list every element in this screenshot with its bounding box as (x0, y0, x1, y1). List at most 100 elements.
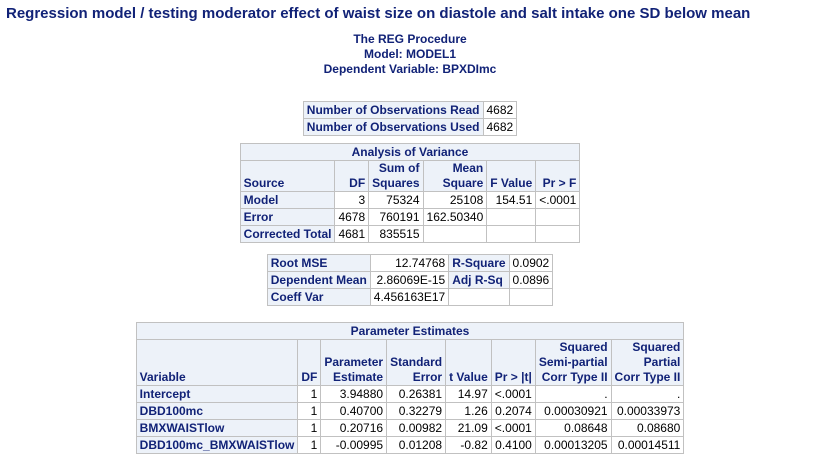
cell: 154.51 (486, 191, 537, 209)
fit-label: Coeff Var (266, 288, 371, 306)
cell (486, 225, 537, 243)
table-row: Model 3 75324 25108 154.51 <.0001 (239, 191, 581, 209)
cell (422, 225, 488, 243)
obs-read-value: 4682 (482, 101, 518, 119)
cell: 1.26 (445, 402, 492, 420)
cell: 0.00014511 (610, 436, 685, 454)
anova-table: Analysis of Variance Source DF Sum of Squ… (239, 143, 581, 243)
cell: 0.00030921 (534, 402, 612, 420)
col-standard-error: Standard Error (386, 339, 447, 386)
cell: 0.40700 (320, 402, 388, 420)
cell: 14.97 (445, 385, 492, 403)
header-line: Partial (643, 355, 681, 369)
cell: 21.09 (445, 419, 492, 437)
header-line: Squared (632, 340, 681, 354)
cell: <.0001 (490, 385, 536, 403)
cell: 0.00982 (386, 419, 447, 437)
row-label: Model (239, 191, 336, 209)
params-caption: Parameter Estimates (135, 322, 685, 340)
col-t-value: t Value (445, 339, 492, 386)
cell: 4681 (334, 225, 370, 243)
cell: 0.00033973 (610, 402, 685, 420)
table-caption-row: Analysis of Variance (239, 143, 581, 161)
cell: <.0001 (535, 191, 581, 209)
cell: 835515 (368, 225, 424, 243)
col-squared-partial: Squared Partial Corr Type II (610, 339, 685, 386)
col-squared-semipartial: Squared Semi-partial Corr Type II (534, 339, 612, 386)
cell: 75324 (368, 191, 424, 209)
procedure-name: The REG Procedure (353, 32, 467, 46)
cell: 0.20716 (320, 419, 388, 437)
table-header-row: Source DF Sum of Squares Mean Square F Val… (239, 160, 581, 192)
table-row: Number of Observations Used 4682 (302, 118, 518, 136)
cell: 1 (297, 402, 322, 420)
header-line: Squares (372, 176, 420, 190)
model-name: Model: MODEL1 (364, 47, 456, 61)
cell: -0.82 (445, 436, 492, 454)
parameter-estimates-table: Parameter Estimates Variable DF Paramete… (135, 322, 685, 454)
table-row: Coeff Var 4.456163E17 (266, 288, 554, 306)
cell: 162.50340 (422, 208, 488, 226)
table-row: Number of Observations Read 4682 (302, 101, 518, 119)
header-line: Corr Type II (541, 370, 608, 384)
cell: 0.4100 (490, 436, 536, 454)
fit-label: Root MSE (266, 254, 371, 272)
header-line: Error (412, 370, 443, 384)
col-df: DF (297, 339, 322, 386)
cell: 1 (297, 436, 322, 454)
table-row: DBD100mc_BMXWAISTlow 1 -0.00995 0.01208 … (135, 436, 685, 454)
row-label: DBD100mc (135, 402, 299, 420)
procedure-header: The REG Procedure Model: MODEL1 Dependen… (0, 32, 820, 77)
fit-value: 0.0902 (508, 254, 554, 272)
fit-empty-cell (448, 288, 510, 306)
obs-read-label: Number of Observations Read (302, 101, 484, 119)
header-line: Corr Type II (614, 370, 681, 384)
fit-statistics-table: Root MSE 12.74768 R-Square 0.0902 Depend… (266, 254, 554, 306)
fit-value: 12.74768 (369, 254, 450, 272)
cell: 1 (297, 385, 322, 403)
row-label: Intercept (135, 385, 299, 403)
col-sum-of-squares: Sum of Squares (368, 160, 424, 192)
fit-value: 2.86069E-15 (369, 271, 450, 289)
table-row: Root MSE 12.74768 R-Square 0.0902 (266, 254, 554, 272)
table-row: BMXWAISTlow 1 0.20716 0.00982 21.09 <.00… (135, 419, 685, 437)
row-label: BMXWAISTlow (135, 419, 299, 437)
cell: 3 (334, 191, 370, 209)
col-mean-square: Mean Square (422, 160, 488, 192)
cell: 0.2074 (490, 402, 536, 420)
fit-label: Adj R-Sq (448, 271, 510, 289)
cell: 1 (297, 419, 322, 437)
header-line: Semi-partial (538, 355, 608, 369)
col-variable: Variable (135, 339, 299, 386)
header-line: Estimate (333, 370, 384, 384)
cell (535, 225, 581, 243)
table-caption-row: Parameter Estimates (135, 322, 685, 340)
header-line: Sum of (378, 161, 420, 175)
cell: 0.00013205 (534, 436, 612, 454)
fit-label: R-Square (448, 254, 510, 272)
fit-value: 4.456163E17 (369, 288, 450, 306)
row-label: DBD100mc_BMXWAISTlow (135, 436, 299, 454)
cell (486, 208, 537, 226)
fit-value: 0.0896 (508, 271, 554, 289)
table-row: Dependent Mean 2.86069E-15 Adj R-Sq 0.08… (266, 271, 554, 289)
cell: 0.26381 (386, 385, 447, 403)
cell: -0.00995 (320, 436, 388, 454)
obs-used-value: 4682 (482, 118, 518, 136)
cell: 0.08680 (610, 419, 685, 437)
table-row: DBD100mc 1 0.40700 0.32279 1.26 0.2074 0… (135, 402, 685, 420)
col-df: DF (334, 160, 370, 192)
header-line: Parameter (324, 355, 384, 369)
cell: 3.94880 (320, 385, 388, 403)
cell: 0.01208 (386, 436, 447, 454)
header-line: Standard (390, 355, 443, 369)
table-row: Intercept 1 3.94880 0.26381 14.97 <.0001… (135, 385, 685, 403)
cell: . (610, 385, 685, 403)
fit-empty-cell (508, 288, 554, 306)
anova-caption: Analysis of Variance (239, 143, 581, 161)
table-row: Error 4678 760191 162.50340 (239, 208, 581, 226)
cell: 0.08648 (534, 419, 612, 437)
fit-label: Dependent Mean (266, 271, 371, 289)
header-line: Square (442, 176, 484, 190)
table-row: Corrected Total 4681 835515 (239, 225, 581, 243)
